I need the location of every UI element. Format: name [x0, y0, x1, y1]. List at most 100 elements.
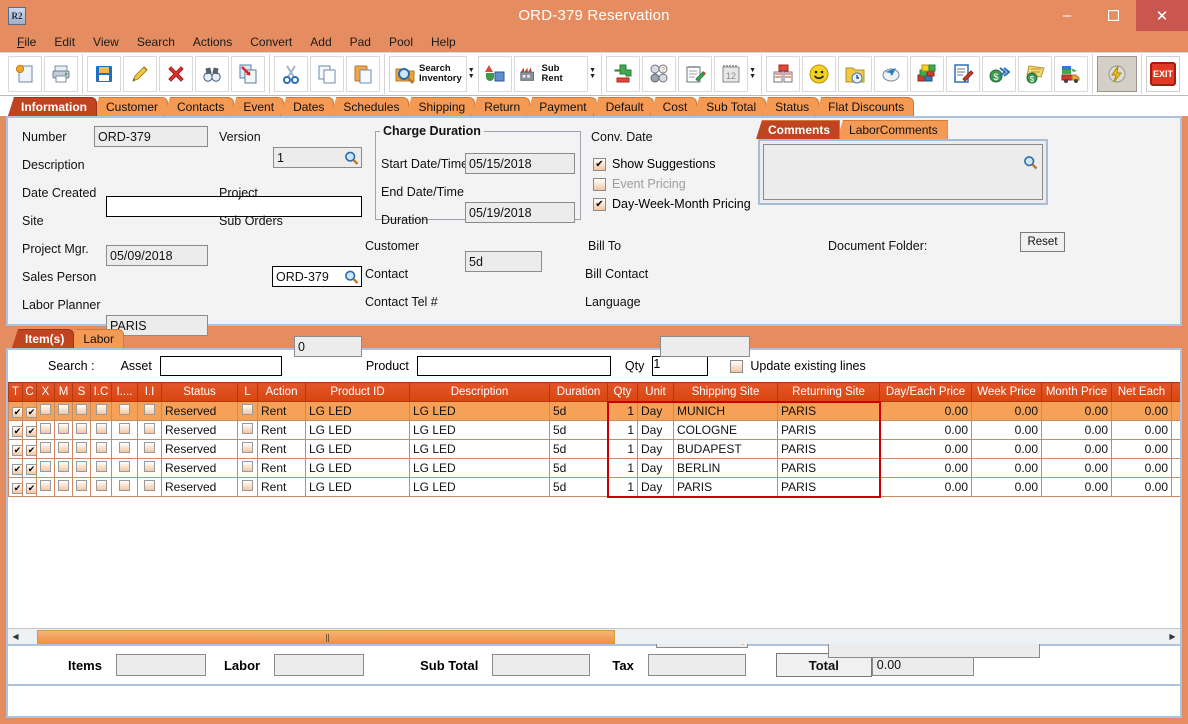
cell-month-price[interactable]: 0.00: [1041, 420, 1112, 440]
row-checkbox[interactable]: [76, 442, 87, 453]
project-search-icon[interactable]: [344, 269, 359, 284]
row-checkbox[interactable]: [119, 480, 130, 491]
tab-contacts[interactable]: Contacts: [164, 97, 235, 116]
col-total[interactable]: Tot: [1171, 382, 1180, 402]
cell-check-i[interactable]: [111, 439, 138, 459]
database-icon[interactable]: [910, 56, 944, 92]
cut-icon[interactable]: [274, 56, 308, 92]
menu-item-actions[interactable]: Actions: [192, 34, 233, 49]
cell-day-each-price[interactable]: 0.00: [879, 458, 972, 478]
row-checkbox[interactable]: ✔: [12, 464, 22, 475]
tab-default[interactable]: Default: [592, 97, 654, 116]
table-row[interactable]: ✔ ✔ Reserved Rent LG LED LG LED 5d 1 Day PARIS PAR…: [8, 477, 1180, 497]
day-week-month-pricing-checkbox[interactable]: ✔: [593, 197, 606, 211]
search-inventory-button[interactable]: Search Inventory: [389, 56, 467, 92]
sub-orders-field[interactable]: 0: [294, 336, 362, 357]
cell-check-ii[interactable]: [137, 401, 162, 421]
row-checkbox[interactable]: [144, 423, 155, 434]
cell-day-each-price[interactable]: 0.00: [879, 420, 972, 440]
cell-week-price[interactable]: 0.00: [971, 420, 1042, 440]
cell-unit[interactable]: Day: [637, 420, 674, 440]
cell-action[interactable]: Rent: [257, 458, 306, 478]
cell-month-price[interactable]: 0.00: [1041, 458, 1112, 478]
row-checkbox[interactable]: ✔: [26, 464, 36, 475]
tab-comments[interactable]: Comments: [756, 120, 841, 139]
delete-icon[interactable]: [159, 56, 193, 92]
grid-horizontal-scrollbar[interactable]: ◀ ▶: [8, 628, 1180, 644]
row-checkbox[interactable]: [76, 423, 87, 434]
mouse-icon[interactable]: [874, 56, 908, 92]
crew-group-icon[interactable]: ?: [642, 56, 677, 92]
row-checkbox[interactable]: ✔: [12, 407, 22, 418]
row-checkbox[interactable]: [40, 423, 51, 434]
show-suggestions-checkbox[interactable]: ✔: [593, 157, 606, 171]
row-checkbox-l[interactable]: [242, 423, 253, 434]
row-checkbox-l[interactable]: [242, 404, 253, 415]
description-field[interactable]: [106, 196, 362, 217]
row-checkbox[interactable]: [76, 480, 87, 491]
cell-check-s[interactable]: [72, 458, 91, 478]
cell-check-i[interactable]: [111, 401, 138, 421]
paste-special-icon[interactable]: [231, 56, 265, 92]
tab-cost[interactable]: Cost: [649, 97, 698, 116]
cell-net-each[interactable]: 0.00: [1111, 458, 1172, 478]
tab-customer[interactable]: Customer: [93, 97, 169, 116]
col-t[interactable]: T: [8, 382, 23, 402]
cell-product-id[interactable]: LG LED: [305, 458, 410, 478]
menu-item-file[interactable]: File: [17, 34, 37, 49]
truck-delivery-icon[interactable]: [1054, 56, 1088, 92]
cell-status[interactable]: Reserved: [161, 477, 238, 497]
tab-shipping[interactable]: Shipping: [405, 97, 476, 116]
row-checkbox[interactable]: ✔: [12, 426, 22, 437]
qty-input[interactable]: 1: [652, 356, 709, 376]
cell-week-price[interactable]: 0.00: [971, 439, 1042, 459]
cell-check-c[interactable]: ✔: [22, 439, 37, 459]
cell-qty[interactable]: 1: [607, 401, 638, 421]
row-checkbox-l[interactable]: [242, 461, 253, 472]
cell-l[interactable]: [237, 458, 258, 478]
cell-check-x[interactable]: [36, 401, 55, 421]
maximize-button[interactable]: [1090, 0, 1136, 31]
cell-l[interactable]: [237, 420, 258, 440]
cell-returning-site[interactable]: PARIS: [777, 439, 880, 459]
col-m[interactable]: M: [54, 382, 73, 402]
col-l[interactable]: L: [237, 382, 258, 402]
cell-day-each-price[interactable]: 0.00: [879, 401, 972, 421]
row-checkbox[interactable]: [95, 461, 107, 472]
day-week-month-pricing-row[interactable]: ✔ Day-Week-Month Pricing: [593, 197, 751, 211]
row-checkbox[interactable]: [144, 442, 155, 453]
row-checkbox[interactable]: [76, 404, 87, 415]
row-checkbox[interactable]: [119, 423, 130, 434]
cell-week-price[interactable]: 0.00: [971, 477, 1042, 497]
col-description[interactable]: Description: [409, 382, 550, 402]
col-duration[interactable]: Duration: [549, 382, 608, 402]
cell-check-c[interactable]: ✔: [22, 477, 37, 497]
cell-status[interactable]: Reserved: [161, 458, 238, 478]
warehouse-icon[interactable]: [766, 56, 800, 92]
row-checkbox-l[interactable]: [242, 442, 253, 453]
cell-check-i[interactable]: [111, 420, 138, 440]
cell-check-ii[interactable]: [137, 420, 162, 440]
start-datetime-field[interactable]: 05/15/2018: [465, 153, 575, 174]
duration-field[interactable]: 5d: [465, 251, 542, 272]
row-checkbox[interactable]: [119, 461, 130, 472]
row-checkbox[interactable]: [58, 404, 69, 415]
cell-total[interactable]: [1171, 477, 1180, 497]
cell-returning-site[interactable]: PARIS: [777, 420, 880, 440]
cell-qty[interactable]: 1: [607, 420, 638, 440]
cell-duration[interactable]: 5d: [549, 420, 608, 440]
col-unit[interactable]: Unit: [637, 382, 674, 402]
row-checkbox[interactable]: ✔: [26, 483, 36, 494]
cell-shipping-site[interactable]: COLOGNE: [673, 420, 778, 440]
row-checkbox[interactable]: [58, 480, 69, 491]
col-c[interactable]: C: [22, 382, 37, 402]
tab-status[interactable]: Status: [762, 97, 820, 116]
cell-status[interactable]: Reserved: [161, 401, 238, 421]
tab-labor-comments[interactable]: LaborComments: [837, 120, 948, 139]
tab-dates[interactable]: Dates: [280, 97, 335, 116]
cell-product-id[interactable]: LG LED: [305, 420, 410, 440]
total-field[interactable]: 0.00: [871, 654, 974, 676]
cell-net-each[interactable]: 0.00: [1111, 401, 1172, 421]
tab-schedules[interactable]: Schedules: [330, 97, 410, 116]
cell-day-each-price[interactable]: 0.00: [879, 439, 972, 459]
